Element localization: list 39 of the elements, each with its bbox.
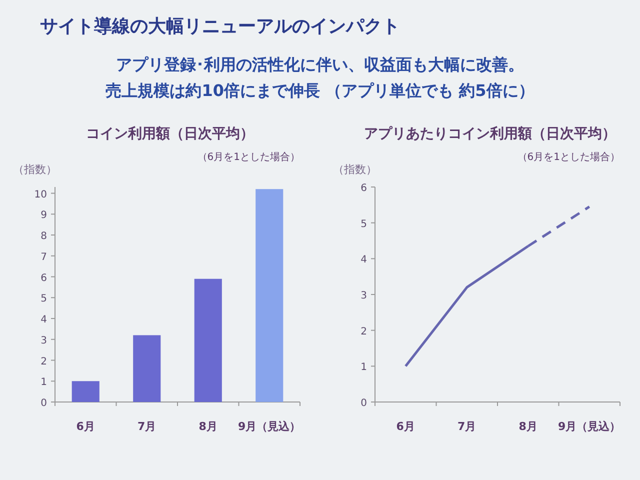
chart-title: コイン利用額（日次平均） [86, 125, 254, 142]
x-tick-label: 8月 [518, 420, 538, 433]
text: アプリ登録･利用の活性化に伴い、収益面も大幅に改善。 [116, 55, 524, 74]
y-tick-label: 2 [360, 326, 367, 338]
x-tick-label: 7月 [458, 420, 476, 433]
y-tick-label: 8 [40, 231, 47, 242]
y-tick-label: 2 [40, 356, 47, 368]
x-tick-label: 6月 [396, 420, 415, 433]
bar [133, 335, 161, 402]
chart-title: アプリあたりコイン利用額（日次平均） [364, 125, 616, 142]
chart-subtitle: （6月を1とした場合） [517, 151, 620, 163]
y-tick-label: 6 [40, 272, 47, 284]
x-tick-label: 6月 [76, 420, 95, 433]
x-tick-label: 9月（見込） [558, 420, 621, 433]
y-tick-label: 0 [40, 398, 47, 409]
y-tick-label: 6 [360, 183, 367, 194]
y-tick-label: 0 [360, 398, 367, 409]
bar [72, 381, 100, 402]
y-axis-title: （指数） [13, 163, 57, 176]
y-tick-label: 3 [360, 290, 367, 302]
y-tick-label: 5 [40, 294, 47, 305]
y-tick-label: 1 [40, 377, 47, 388]
y-tick-label: 3 [40, 335, 47, 346]
x-tick-label: 8月 [198, 420, 218, 433]
y-tick-label: 5 [360, 218, 367, 230]
y-tick-label: 7 [40, 252, 47, 263]
y-tick-label: 10 [34, 189, 47, 200]
y-tick-label: 4 [40, 314, 47, 326]
y-axis-title: （指数） [333, 163, 377, 176]
y-tick-label: 1 [360, 362, 367, 374]
bar [256, 189, 284, 402]
text: サイト導線の大幅リニューアルのインパクト [40, 16, 400, 37]
x-tick-label: 7月 [138, 420, 156, 433]
chart-subtitle: （6月を1とした場合） [197, 151, 300, 163]
y-tick-label: 4 [360, 254, 367, 266]
text: 売上規模は約10倍にまで伸長 （アプリ単位でも 約5倍に） [106, 81, 534, 100]
x-tick-label: 9月（見込） [238, 420, 301, 433]
y-tick-label: 9 [40, 210, 47, 222]
bar [194, 278, 222, 402]
